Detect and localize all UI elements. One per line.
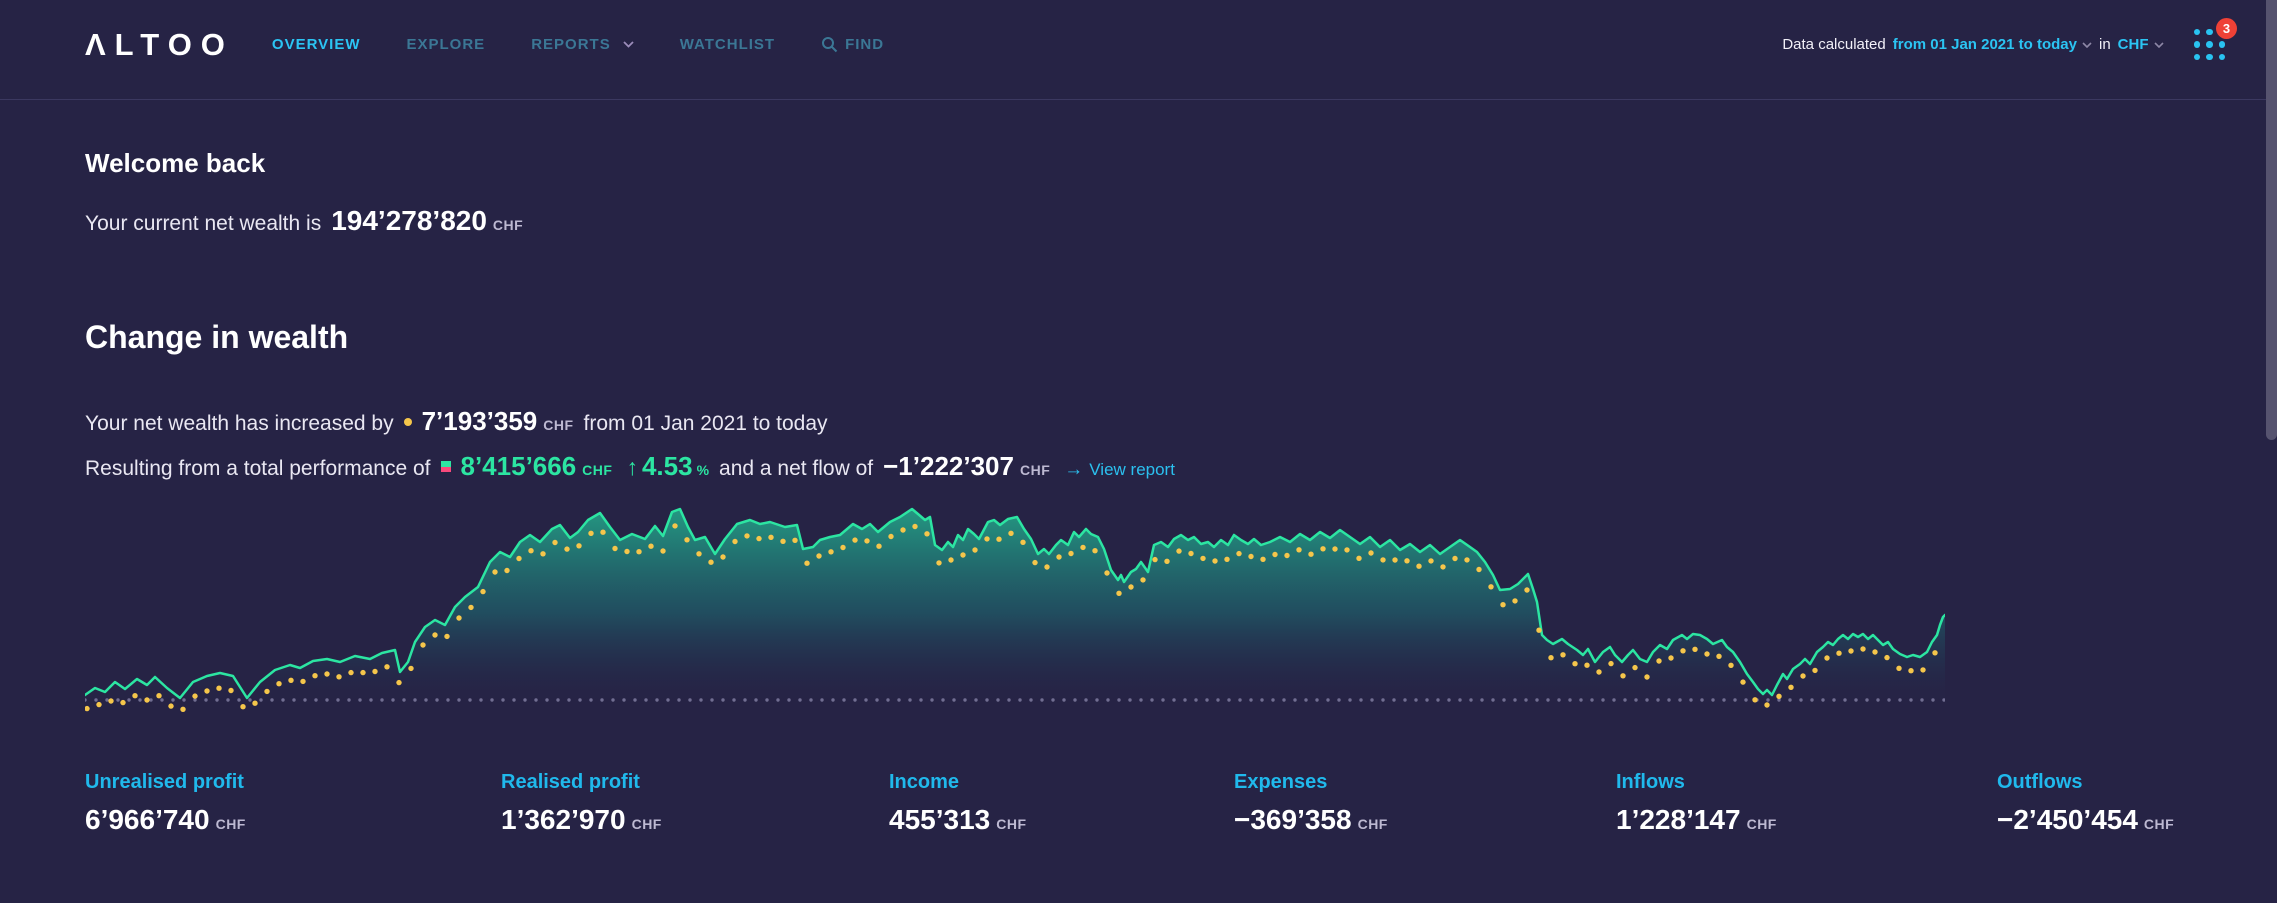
main-content: Welcome back Your current net wealth is … [0, 148, 2277, 836]
yellow-dot-icon [403, 417, 412, 426]
nav-reports[interactable]: REPORTS [531, 36, 634, 53]
currency-selector[interactable]: CHF [2117, 36, 2149, 53]
main-nav: OVERVIEW EXPLORE REPORTS WATCHLIST FIND [272, 36, 884, 53]
stat-unrealised-profit: Unrealised profit 6’966’740 CHF [85, 771, 246, 835]
performance-currency: CHF [582, 462, 613, 478]
stat-outflows: Outflows −2’450’454 CHF [1997, 771, 2175, 835]
stat-expenses: Expenses −369’358 CHF [1234, 771, 1388, 835]
top-navigation-bar: ΛLTOO OVERVIEW EXPLORE REPORTS WATCHLIST… [0, 0, 2277, 100]
search-icon [822, 37, 838, 53]
wealth-area-chart[interactable] [83, 502, 1947, 737]
chevron-down-icon [623, 41, 634, 48]
netflow-prefix: and a net flow of [719, 457, 874, 480]
chevron-down-icon[interactable] [2153, 41, 2164, 48]
net-wealth-value: 194’278’820 [331, 205, 487, 236]
netflow-currency: CHF [1019, 462, 1051, 478]
apps-grid-button[interactable]: 3 [2193, 17, 2237, 61]
performance-legend-icon [440, 461, 451, 472]
performance-prefix: Resulting from a total performance of [85, 457, 431, 480]
performance-percent: 4.53 [641, 451, 693, 481]
percent-symbol: % [696, 462, 710, 478]
notification-badge: 3 [2216, 17, 2237, 39]
welcome-title: Welcome back [85, 148, 266, 178]
change-in-wealth-title: Change in wealth [85, 319, 349, 355]
nav-find[interactable]: FIND [821, 36, 884, 53]
right-arrow-icon: → [1064, 459, 1084, 480]
stat-income: Income 455’313 CHF [889, 771, 1027, 835]
date-range-selector[interactable]: from 01 Jan 2021 to today [1892, 36, 2077, 53]
net-wealth-line: Your current net wealth is 194’278’820 C… [85, 205, 2277, 237]
nav-overview[interactable]: OVERVIEW [271, 36, 361, 53]
increase-currency: CHF [543, 417, 574, 433]
data-calculated-label: Data calculated [1782, 36, 1886, 53]
wealth-chart-svg[interactable] [83, 502, 1947, 737]
performance-line: Resulting from a total performance of 8’… [85, 451, 2277, 482]
net-wealth-prefix: Your current net wealth is [85, 212, 322, 235]
nav-watchlist[interactable]: WATCHLIST [679, 36, 776, 53]
summary-stats-row: Unrealised profit 6’966’740 CHF Realised … [85, 771, 2277, 836]
performance-value: 8’415’666 [460, 451, 577, 481]
increase-value: 7’193’359 [421, 406, 538, 436]
netflow-value: −1’222’307 [883, 451, 1014, 481]
chevron-down-icon[interactable] [2082, 41, 2092, 48]
wealth-increase-line: Your net wealth has increased by 7’193’3… [85, 406, 2277, 437]
in-label: in [2098, 36, 2111, 53]
stat-inflows: Inflows 1’228’147 CHF [1616, 771, 1777, 835]
altoo-logo[interactable]: ΛLTOO [85, 27, 234, 62]
up-arrow-icon: ↑ [626, 454, 638, 480]
increase-suffix: from 01 Jan 2021 to today [583, 412, 828, 435]
stat-realised-profit: Realised profit 1’362’970 CHF [501, 771, 662, 835]
increase-prefix: Your net wealth has increased by [85, 412, 394, 435]
net-wealth-currency: CHF [492, 217, 524, 233]
scrollbar-thumb[interactable] [2266, 0, 2277, 440]
view-report-link[interactable]: → View report [1064, 459, 1175, 480]
data-calculated-controls: Data calculated from 01 Jan 2021 to toda… [1782, 17, 2237, 61]
nav-explore[interactable]: EXPLORE [406, 36, 486, 53]
